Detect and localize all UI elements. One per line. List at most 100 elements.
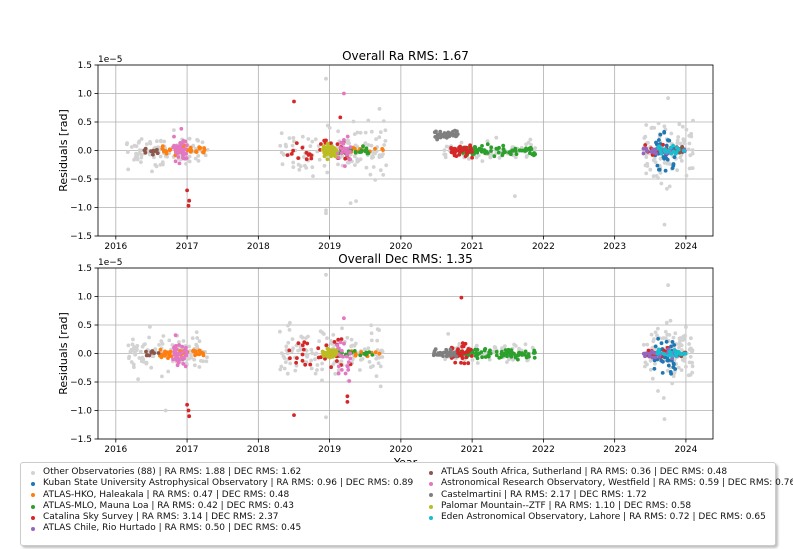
data-point (336, 155, 341, 160)
data-point (140, 344, 145, 349)
data-point (348, 157, 352, 162)
data-point (533, 146, 537, 150)
data-point (459, 360, 463, 365)
data-point (296, 341, 301, 346)
data-point (446, 332, 451, 336)
data-point (664, 339, 669, 344)
data-point (300, 145, 305, 150)
data-point (662, 417, 667, 421)
data-point (316, 355, 321, 360)
data-point (526, 140, 531, 145)
data-point (658, 156, 663, 161)
data-point (309, 347, 314, 352)
data-point (332, 146, 337, 150)
data-point (346, 368, 351, 372)
data-point (177, 340, 181, 344)
data-point (371, 155, 375, 160)
data-point (659, 341, 664, 346)
data-point (690, 166, 695, 171)
data-point (675, 141, 680, 146)
data-point (530, 152, 535, 157)
data-point (177, 343, 182, 347)
data-point (667, 333, 672, 337)
data-point (460, 341, 465, 345)
data-point (167, 352, 172, 357)
data-point (195, 336, 200, 340)
data-point (661, 155, 666, 159)
data-point (178, 141, 183, 145)
y-tick-label: 0.0 (78, 147, 93, 157)
data-point (348, 356, 353, 361)
data-point (684, 364, 688, 369)
data-point (373, 151, 377, 156)
data-point (297, 167, 302, 172)
x-tick-label: 2017 (176, 242, 199, 252)
data-point (369, 331, 374, 336)
data-point (377, 135, 382, 140)
data-point (296, 156, 301, 161)
data-point (369, 143, 374, 148)
data-point (494, 349, 499, 354)
data-point (648, 167, 653, 172)
legend-label: ATLAS South Africa, Sutherland | RA RMS:… (441, 467, 728, 477)
data-point (158, 347, 163, 352)
data-point (530, 345, 535, 350)
data-point (374, 374, 379, 378)
data-point (336, 337, 341, 342)
data-point (370, 353, 375, 357)
data-point (494, 353, 499, 358)
data-point (501, 353, 506, 358)
data-point (680, 145, 685, 149)
data-point (475, 361, 480, 365)
data-point (666, 138, 671, 143)
data-point (348, 201, 353, 206)
data-point (320, 361, 324, 366)
data-point (675, 168, 679, 173)
data-point (674, 150, 679, 155)
data-point (174, 348, 179, 352)
data-point (487, 350, 492, 355)
data-point (644, 155, 649, 160)
data-point (677, 336, 682, 341)
data-point (480, 144, 484, 148)
data-point (339, 140, 344, 145)
data-point (335, 343, 340, 348)
data-point (163, 349, 167, 354)
data-point (125, 150, 130, 155)
legend-marker (429, 515, 433, 520)
data-point (180, 350, 185, 355)
data-point (363, 130, 368, 135)
data-point (134, 151, 138, 156)
data-point (687, 166, 692, 171)
data-point (199, 359, 203, 363)
data-point (650, 346, 654, 350)
data-point (197, 365, 202, 369)
data-point (468, 143, 472, 148)
data-point (287, 348, 292, 353)
x-tick-label: 2019 (318, 242, 341, 252)
data-point (678, 155, 683, 160)
legend: Other Observatories (88) | RA RMS: 1.88 … (20, 462, 793, 546)
data-point (366, 346, 371, 351)
data-point (339, 151, 344, 156)
data-point (196, 159, 201, 163)
data-point (641, 146, 646, 151)
data-point (352, 154, 357, 159)
data-point (497, 145, 501, 150)
data-point (448, 347, 453, 352)
legend-marker (429, 470, 433, 475)
data-point (661, 396, 666, 400)
data-point (348, 351, 352, 356)
data-point (369, 338, 374, 343)
data-point (288, 320, 292, 325)
data-point (439, 352, 444, 356)
data-point (651, 174, 656, 179)
data-point (656, 389, 660, 393)
data-point (525, 354, 530, 358)
data-point (139, 155, 144, 160)
data-point (320, 378, 324, 383)
data-point (281, 152, 286, 157)
data-point (645, 342, 650, 347)
plot-panel-dec: 2016 2017 2018 2019 2020 2021 2022 2023 2024 1.5 1… (57, 252, 714, 469)
